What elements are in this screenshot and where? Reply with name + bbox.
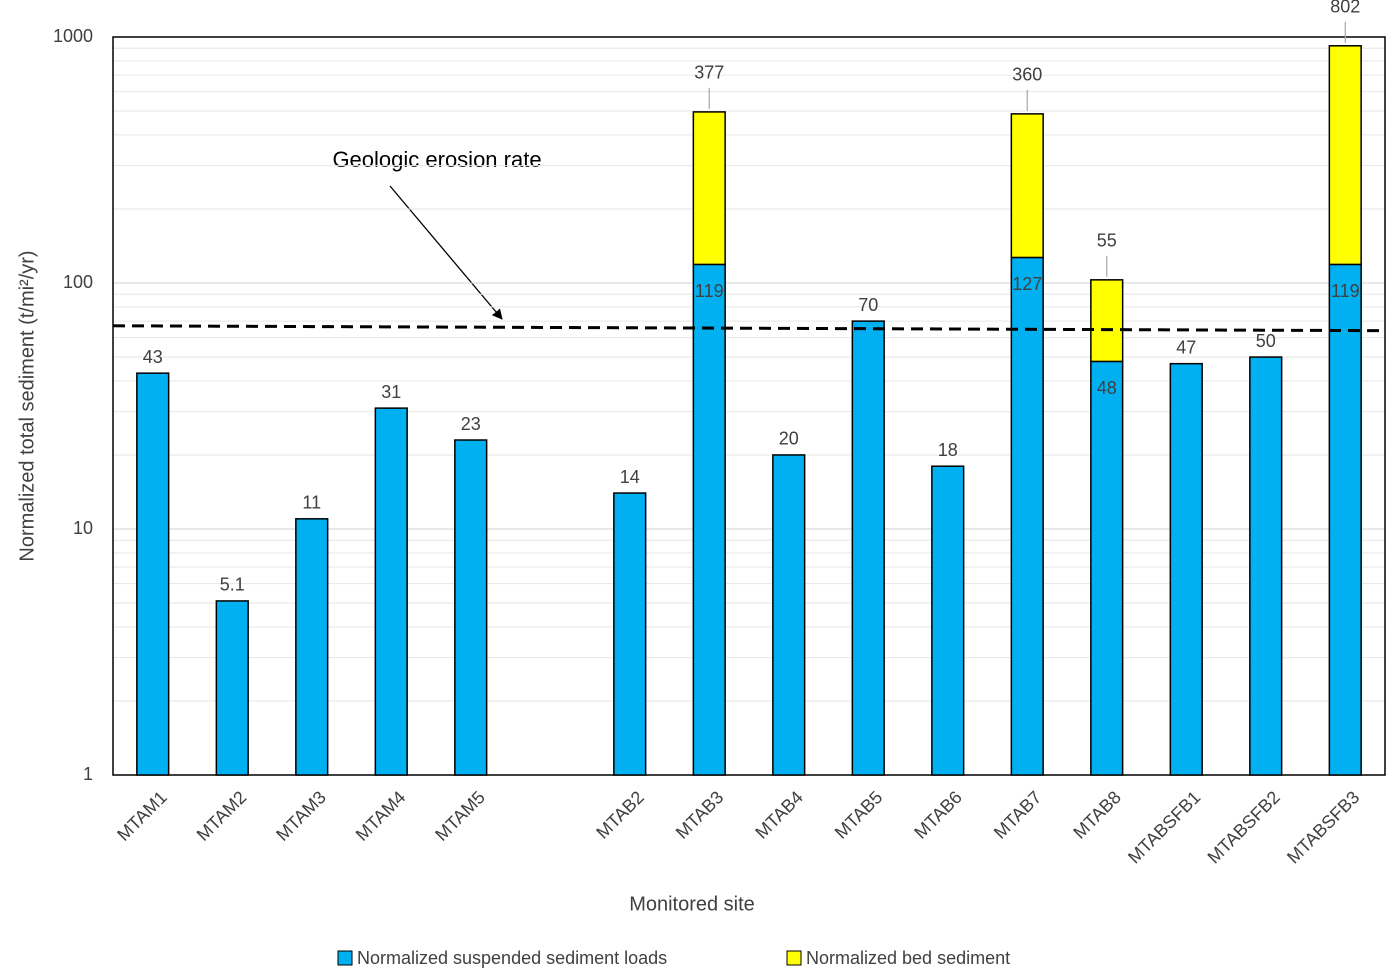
- data-label: 43: [143, 347, 163, 367]
- legend-swatch: [786, 950, 802, 966]
- bar: [772, 454, 806, 776]
- bar: [295, 518, 329, 776]
- x-tick-label: MTAB5: [831, 787, 887, 843]
- bar: [1328, 263, 1362, 776]
- reference-line: [112, 324, 1386, 333]
- y-tick-label: 1000: [53, 26, 93, 46]
- y-tick-label: 100: [63, 272, 93, 292]
- annotation: Geologic erosion rate: [332, 147, 541, 172]
- annotation-arrow: [389, 185, 503, 320]
- data-label: 14: [620, 467, 640, 487]
- bar: [136, 372, 170, 776]
- bar: [1090, 279, 1124, 363]
- data-label: 360: [1012, 65, 1042, 85]
- x-tick-label: MTABSFB2: [1204, 787, 1284, 867]
- x-tick-label: MTAM5: [431, 787, 489, 845]
- x-tick-label: MTAB4: [751, 787, 807, 843]
- bar: [1328, 45, 1362, 266]
- y-tick-label: 1: [83, 764, 93, 784]
- x-tick-label: MTAB7: [990, 787, 1046, 843]
- bar: [851, 320, 885, 776]
- bar: [374, 407, 408, 776]
- bar: [931, 465, 965, 776]
- legend-swatch: [337, 950, 353, 966]
- x-tick-label: MTAB2: [592, 787, 648, 843]
- data-label: 47: [1176, 337, 1196, 357]
- legend-label: Normalized suspended sediment loads: [357, 948, 667, 968]
- x-tick-label: MTAB3: [672, 787, 728, 843]
- x-tick-label: MTABSFB1: [1124, 787, 1204, 867]
- data-label: 119: [1331, 281, 1360, 301]
- data-label: 377: [694, 63, 724, 83]
- bar: [454, 439, 488, 776]
- data-label: 20: [779, 429, 799, 449]
- x-tick-label: MTAM3: [272, 787, 330, 845]
- data-label: 23: [461, 414, 481, 434]
- bar: [692, 263, 726, 776]
- x-axis-label: Monitored site: [629, 893, 755, 915]
- x-tick-label: MTABSFB3: [1283, 787, 1363, 867]
- bar: [1249, 356, 1283, 776]
- y-tick-label: 10: [73, 518, 93, 538]
- bar: [613, 492, 647, 776]
- legend-label: Normalized bed sediment: [806, 948, 1010, 968]
- bar: [1010, 113, 1044, 259]
- data-label: 18: [938, 440, 958, 460]
- data-label: 127: [1012, 274, 1042, 294]
- x-tick-label: MTAM1: [113, 787, 171, 845]
- data-label: 5.1: [220, 575, 245, 595]
- data-label: 11: [302, 493, 321, 513]
- bar: [1010, 256, 1044, 776]
- data-label: 31: [381, 382, 401, 402]
- bar: [692, 111, 726, 266]
- bar: [1169, 362, 1203, 776]
- x-tick-label: MTAB6: [910, 787, 966, 843]
- data-label: 70: [858, 295, 878, 315]
- bar: [1090, 360, 1124, 776]
- bar: [215, 600, 249, 776]
- data-label: 55: [1097, 231, 1117, 251]
- data-label: 48: [1097, 378, 1117, 398]
- plot-frame: [112, 36, 1386, 776]
- x-tick-label: MTAM4: [352, 787, 410, 845]
- data-label: 119: [695, 281, 724, 301]
- data-label: 802: [1330, 0, 1360, 17]
- data-label: 50: [1256, 331, 1276, 351]
- x-tick-label: MTAB8: [1069, 787, 1125, 843]
- y-axis-label: Normalized total sediment (t/mi²/yr): [16, 250, 38, 561]
- x-tick-label: MTAM2: [193, 787, 251, 845]
